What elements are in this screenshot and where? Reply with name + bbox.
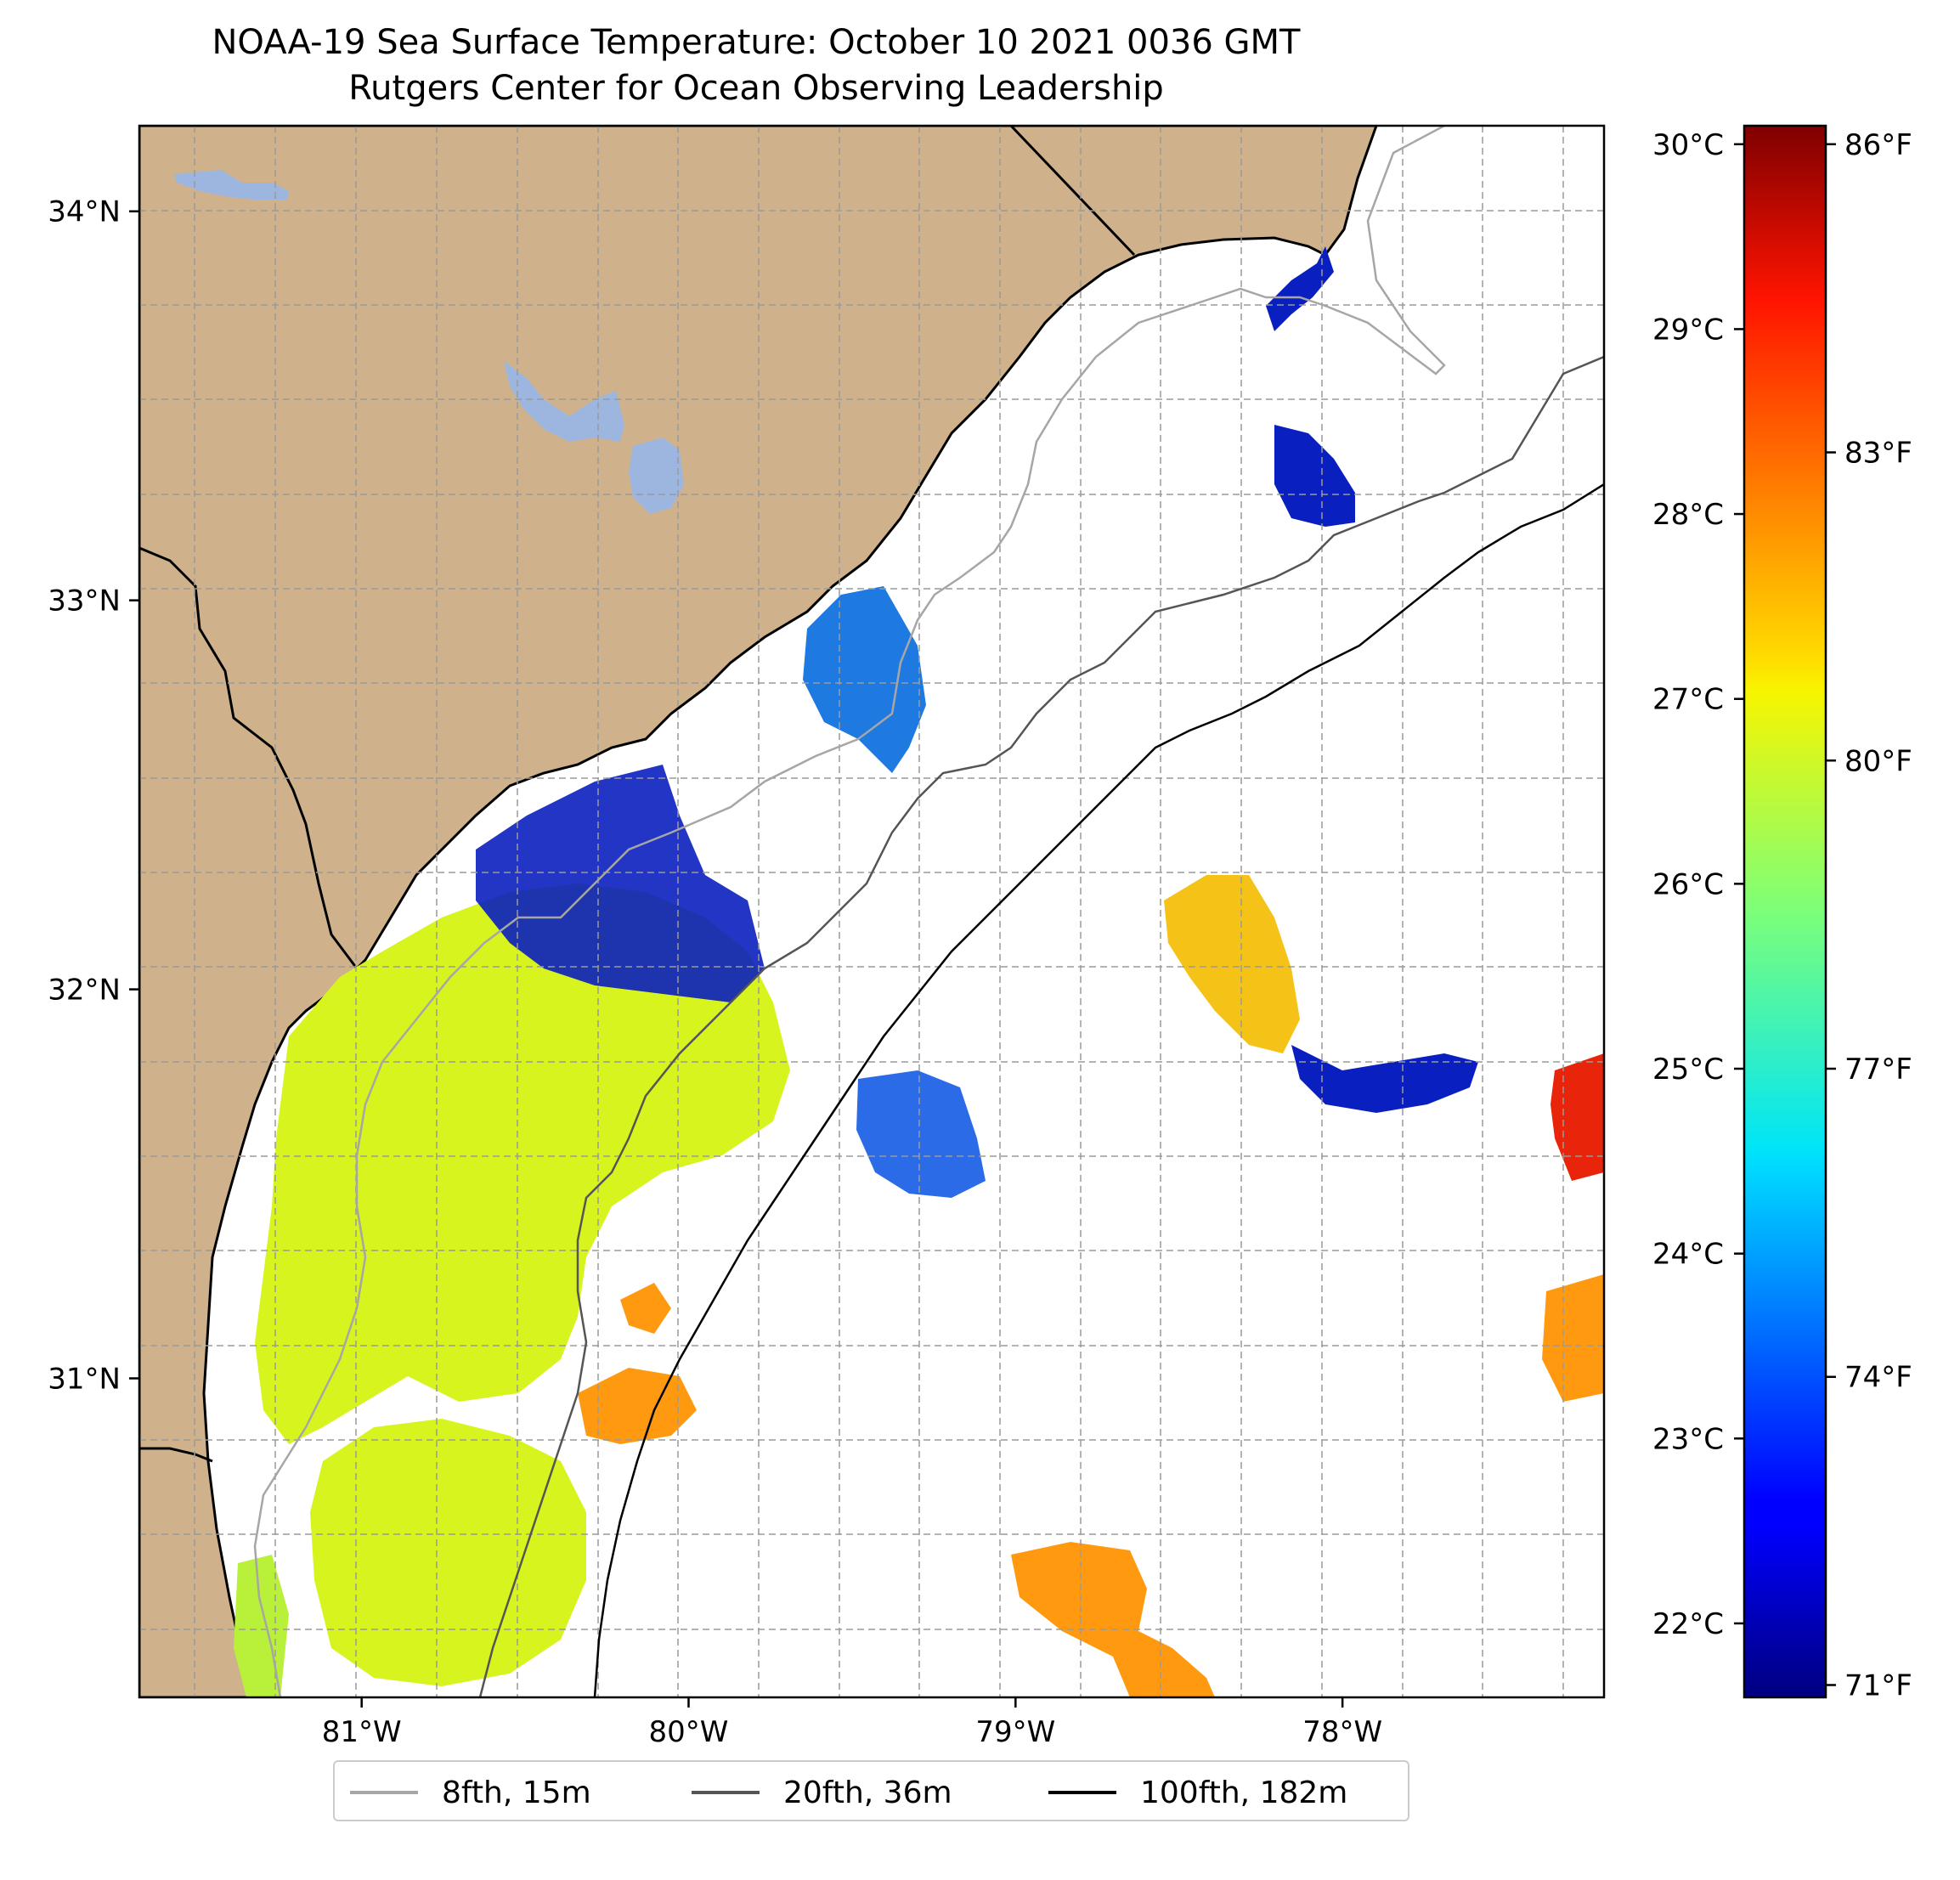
longitude-axis: 81°W 80°W 79°W 78°W: [322, 1697, 1382, 1749]
legend-swatch-8fth: [350, 1791, 418, 1794]
map-subtitle: Rutgers Center for Ocean Observing Leade…: [348, 69, 1164, 108]
sst-patch-east-warm: [1164, 875, 1300, 1053]
lon-tick-label: 78°W: [1302, 1715, 1382, 1749]
sst-patch-north-cool: [1274, 425, 1355, 527]
celsius-tick-label: 27°C: [1652, 683, 1724, 717]
sst-patch-coastal-warm: [255, 884, 790, 1444]
celsius-tick-label: 22°C: [1652, 1607, 1724, 1641]
celsius-tick-label: 28°C: [1652, 498, 1724, 532]
state-boundary-sc-ga: [139, 546, 392, 979]
lon-tick-label: 79°W: [975, 1715, 1055, 1749]
celsius-tick-label: 25°C: [1652, 1053, 1724, 1087]
legend-swatch-20fth: [692, 1791, 760, 1794]
lake-wateree: [174, 170, 289, 200]
lon-tick-label: 80°W: [649, 1715, 729, 1749]
legend-label-20fth: 20fth, 36m: [783, 1775, 952, 1810]
colorbar-celsius-axis: 30°C 29°C 28°C 27°C 26°C 25°C 24°C 23°C 22°C: [1652, 128, 1744, 1641]
state-boundary-ga-fl: [139, 1447, 213, 1463]
fahrenheit-tick-label: 71°F: [1844, 1668, 1912, 1702]
lat-tick-label: 34°N: [48, 195, 121, 229]
sst-patch-right-edge-hot: [1550, 1053, 1604, 1181]
legend-item-100fth: 100fth, 182m: [1048, 1762, 1347, 1823]
isobath-legend: 8fth, 15m 20fth, 36m 100fth, 182m: [333, 1760, 1409, 1821]
fahrenheit-tick-label: 80°F: [1844, 744, 1912, 778]
legend-item-8fth: 8fth, 15m: [350, 1762, 591, 1823]
legend-label-100fth: 100fth, 182m: [1140, 1775, 1348, 1810]
lat-tick-label: 32°N: [48, 974, 121, 1008]
sst-patch-south-orange: [1011, 1542, 1215, 1697]
map-title: NOAA-19 Sea Surface Temperature: October…: [212, 23, 1301, 62]
colorbar: [1743, 124, 1827, 1699]
fahrenheit-tick-label: 83°F: [1844, 437, 1912, 471]
sst-patch-right-edge-2: [1542, 1274, 1604, 1402]
celsius-tick-label: 26°C: [1652, 867, 1724, 901]
sst-patch-south-warm: [310, 1419, 586, 1686]
celsius-tick-label: 29°C: [1652, 313, 1724, 347]
colorbar-fahrenheit-axis: 86°F 83°F 80°F 77°F 74°F 71°F: [1826, 128, 1912, 1702]
map-frame: [138, 124, 1606, 1699]
state-boundary-nc-sc: [1009, 126, 1136, 257]
sst-patch-cool-band: [476, 765, 765, 1002]
celsius-tick-label: 23°C: [1652, 1422, 1724, 1456]
sst-patch-central: [856, 1070, 986, 1198]
latitude-axis: 34°N 33°N 32°N 31°N: [48, 195, 139, 1397]
celsius-tick-label: 30°C: [1652, 128, 1724, 162]
gridlines: [139, 126, 1604, 1697]
fahrenheit-tick-label: 77°F: [1844, 1053, 1912, 1087]
celsius-tick-label: 24°C: [1652, 1238, 1724, 1272]
legend-item-20fth: 20fth, 36m: [692, 1762, 952, 1823]
lon-tick-label: 81°W: [322, 1715, 402, 1749]
isobath-100fth: [593, 483, 1604, 1697]
sst-data-layer: [234, 246, 1604, 1697]
fahrenheit-tick-label: 74°F: [1844, 1361, 1912, 1395]
isobath-8fth: [253, 126, 1446, 1697]
legend-swatch-100fth: [1048, 1791, 1116, 1794]
lat-tick-label: 31°N: [48, 1363, 121, 1397]
lat-tick-label: 33°N: [48, 584, 121, 618]
sst-patch-mid-orange-2: [620, 1283, 671, 1334]
sst-patch-winyah: [803, 586, 926, 773]
sst-patch-nc-coast: [1266, 246, 1334, 331]
fahrenheit-tick-label: 86°F: [1844, 128, 1912, 162]
lake-marion: [504, 361, 624, 442]
land-mass: [139, 126, 1378, 1697]
isobath-20fth: [478, 355, 1604, 1697]
legend-label-8fth: 8fth, 15m: [442, 1775, 591, 1810]
